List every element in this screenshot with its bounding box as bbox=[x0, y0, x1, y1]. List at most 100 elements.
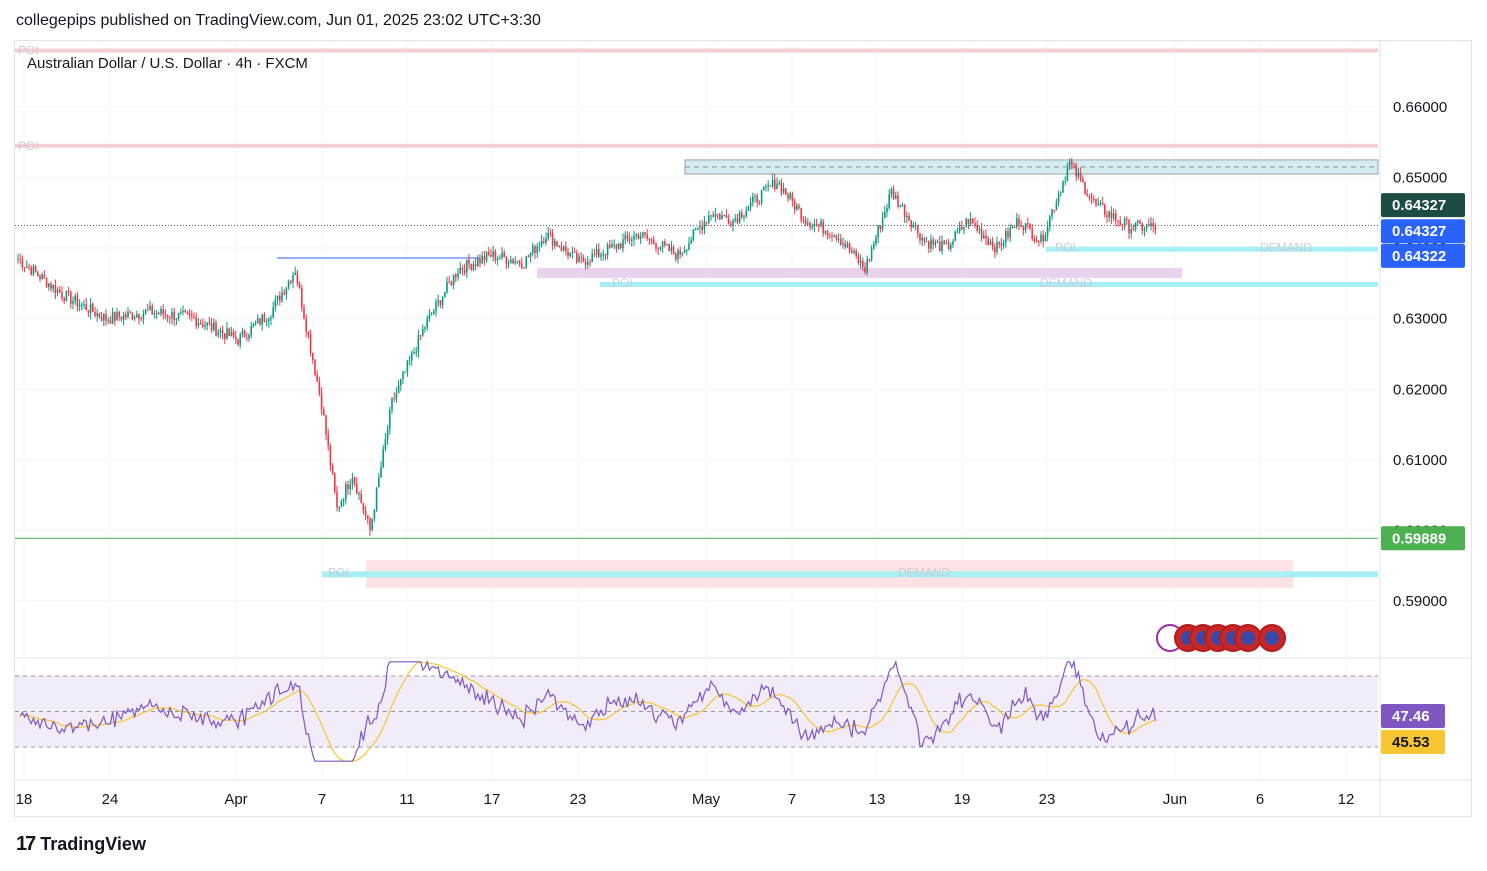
x-tick-label: Jun bbox=[1163, 791, 1187, 808]
candle-body bbox=[732, 220, 734, 226]
candle-body bbox=[881, 217, 884, 230]
candle-body bbox=[956, 231, 959, 233]
candle-body bbox=[846, 243, 849, 248]
candle-body bbox=[578, 256, 580, 262]
tradingview-logo[interactable]: 17 TradingView bbox=[16, 833, 146, 856]
candle-body bbox=[714, 213, 717, 217]
candle-body bbox=[1095, 198, 1097, 205]
candle-body bbox=[914, 225, 917, 227]
candle-body bbox=[30, 267, 32, 275]
candle-body bbox=[774, 179, 776, 190]
demand-zone-1 bbox=[1046, 246, 1378, 252]
candle-body bbox=[780, 182, 783, 193]
candle-body bbox=[287, 281, 290, 288]
candle-body bbox=[778, 182, 780, 184]
candle-body bbox=[78, 304, 81, 307]
candle-body bbox=[184, 311, 186, 313]
candle-body bbox=[1040, 234, 1042, 242]
candle-body bbox=[138, 314, 140, 319]
candle-body bbox=[701, 226, 703, 230]
candle-body bbox=[404, 371, 406, 373]
candle-body bbox=[239, 334, 241, 345]
candle-body bbox=[611, 244, 613, 248]
x-tick-label: 19 bbox=[954, 791, 971, 808]
candle-body bbox=[866, 259, 868, 273]
candle-body bbox=[941, 240, 943, 252]
candle-body bbox=[1112, 213, 1115, 219]
us-flag-canton-icon bbox=[1265, 631, 1279, 645]
candle-body bbox=[378, 477, 380, 488]
candle-body bbox=[479, 258, 481, 264]
candle-body bbox=[811, 226, 813, 228]
candle-body bbox=[580, 256, 582, 258]
candle-body bbox=[166, 314, 169, 318]
candle-body bbox=[934, 242, 937, 245]
candle-body bbox=[868, 259, 871, 261]
candle-body bbox=[626, 235, 629, 239]
candle-body bbox=[318, 381, 321, 394]
candle-body bbox=[708, 215, 710, 223]
candle-body bbox=[857, 256, 860, 263]
candle-body bbox=[884, 212, 886, 218]
candle-body bbox=[327, 434, 329, 446]
zone-label: DEMAND bbox=[898, 565, 950, 579]
candle-body bbox=[133, 317, 136, 320]
rsi-value-badge bbox=[1381, 704, 1445, 728]
candle-body bbox=[439, 300, 442, 306]
candle-body bbox=[688, 242, 690, 250]
candle-body bbox=[1060, 192, 1062, 194]
candle-body bbox=[1104, 205, 1106, 215]
candle-body bbox=[815, 223, 818, 225]
candle-body bbox=[527, 256, 530, 258]
candle-body bbox=[122, 314, 125, 320]
candle-body bbox=[417, 335, 420, 352]
candle-body bbox=[908, 216, 910, 221]
candle-body bbox=[736, 218, 739, 223]
candle-body bbox=[598, 248, 600, 257]
x-tick-label: 7 bbox=[318, 791, 326, 808]
candle-body bbox=[945, 242, 948, 244]
candle-body bbox=[43, 274, 46, 278]
candle-body bbox=[699, 226, 701, 229]
candle-body bbox=[776, 183, 778, 190]
candle-body bbox=[793, 200, 796, 210]
candle-body bbox=[593, 253, 596, 255]
candle-body bbox=[76, 295, 79, 307]
candle-body bbox=[160, 309, 162, 314]
candle-body bbox=[899, 205, 901, 207]
candle-body bbox=[243, 331, 246, 338]
candle-body bbox=[584, 261, 587, 265]
candle-body bbox=[129, 311, 131, 313]
candle-body bbox=[545, 238, 547, 243]
candle-body bbox=[28, 266, 30, 268]
candle-body bbox=[1053, 209, 1055, 211]
candle-body bbox=[719, 214, 721, 220]
x-tick-label: 18 bbox=[16, 791, 33, 808]
candle-body bbox=[17, 258, 19, 260]
y-tick-label: 0.66000 bbox=[1393, 99, 1447, 116]
candle-body bbox=[358, 493, 360, 495]
candle-body bbox=[690, 240, 692, 243]
candle-body bbox=[59, 289, 61, 293]
candle-body bbox=[61, 292, 63, 299]
candle-body bbox=[1007, 231, 1009, 238]
candle-body bbox=[87, 310, 90, 314]
candle-body bbox=[589, 262, 591, 264]
candle-body bbox=[965, 219, 967, 228]
candle-body bbox=[809, 223, 811, 228]
candle-body bbox=[1101, 202, 1104, 206]
candle-body bbox=[162, 309, 164, 315]
rsi-ma-value-label: 45.53 bbox=[1392, 734, 1430, 751]
candle-body bbox=[250, 325, 252, 335]
candle-body bbox=[437, 300, 439, 303]
candle-body bbox=[483, 255, 486, 261]
candle-body bbox=[837, 238, 840, 240]
y-tick-label: 0.65000 bbox=[1393, 170, 1447, 187]
candle-body bbox=[206, 322, 208, 326]
candle-body bbox=[782, 188, 785, 193]
candle-body bbox=[1137, 220, 1139, 223]
candle-body bbox=[648, 238, 651, 240]
candle-body bbox=[468, 259, 470, 265]
symbol-title[interactable]: Australian Dollar / U.S. Dollar · 4h · F… bbox=[27, 55, 308, 72]
